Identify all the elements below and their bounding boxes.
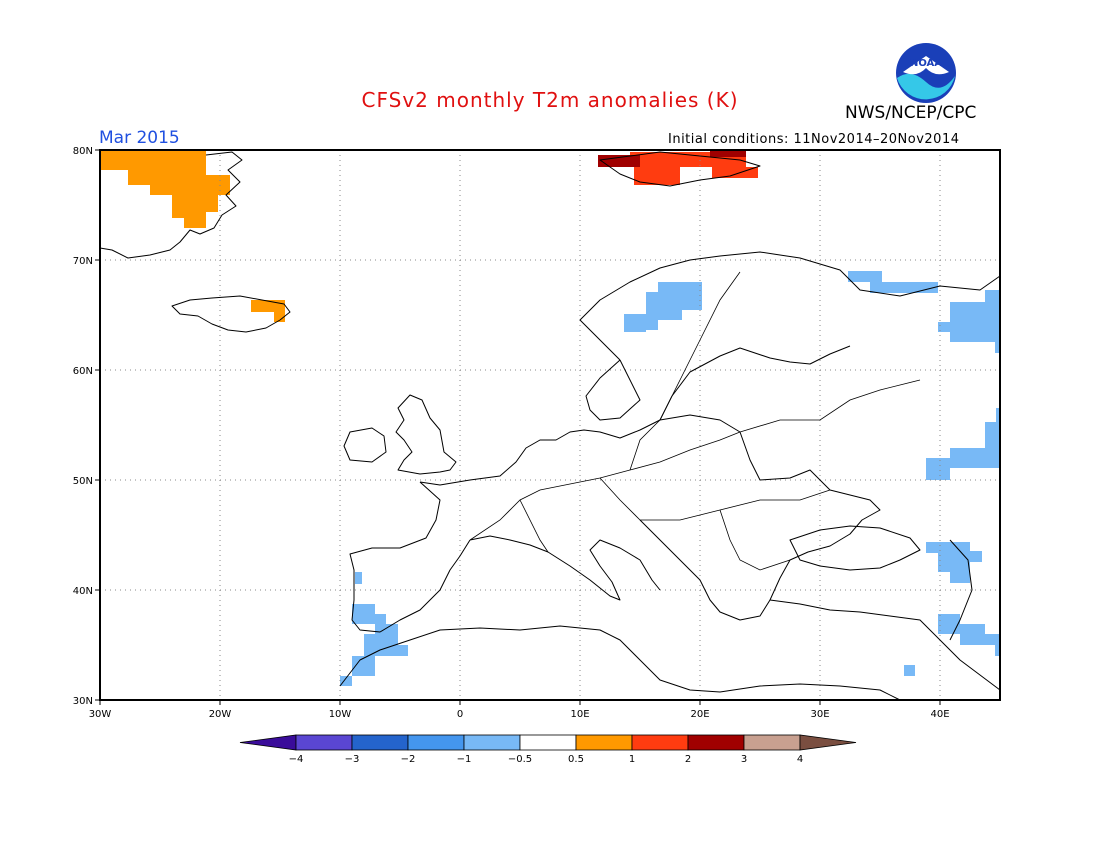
lon-tick-label: 20E <box>690 709 709 720</box>
lon-tick-label: 30W <box>89 709 112 720</box>
anomaly-iberia-sw-cool <box>340 604 408 686</box>
anomaly-svalbard-darkred-2 <box>710 150 746 157</box>
lon-tick-label: 40E <box>930 709 949 720</box>
organization-label: NWS/NCEP/CPC <box>845 103 977 123</box>
colorbar-label: −1 <box>457 754 472 765</box>
anomaly-kola-cool <box>848 271 938 293</box>
lon-tick-label: 20W <box>209 709 232 720</box>
country-borders <box>469 271 921 571</box>
colorbar-swatch <box>351 734 409 751</box>
anomaly-middleeast-cool <box>938 614 1000 656</box>
lat-tick-label: 80N <box>73 146 93 157</box>
lon-tick-label: 10W <box>329 709 352 720</box>
initial-conditions: Initial conditions: 11Nov2014–20Nov2014 <box>668 132 960 147</box>
anomaly-caucasus-cool <box>926 542 982 583</box>
colorbar-swatch <box>295 734 353 751</box>
map-title: CFSv2 monthly T2m anomalies (K) <box>361 88 739 112</box>
anomaly-levant-cool <box>904 665 915 676</box>
anomaly-shading <box>100 150 1000 686</box>
graticule <box>100 150 1000 700</box>
anomaly-russia-mid-cool <box>926 408 1000 480</box>
forecast-month: Mar 2015 <box>99 128 180 148</box>
colorbar-labels: −4 −3 −2 −1 −0.5 0.5 1 2 3 4 <box>289 754 804 765</box>
colorbar-label: 3 <box>741 754 747 765</box>
anomaly-iceland-warm <box>251 300 285 322</box>
coast-iceland <box>171 295 291 333</box>
colorbar-swatch <box>407 734 465 751</box>
coast-greenland <box>99 151 243 259</box>
lat-tick-label: 60N <box>73 366 93 377</box>
coast-british-isles <box>395 394 457 475</box>
colorbar-label: −3 <box>345 754 360 765</box>
coast-iberia <box>349 481 471 633</box>
colorbar-swatch <box>575 734 633 751</box>
lat-tick-label: 70N <box>73 256 93 267</box>
colorbar-label: 0.5 <box>568 754 584 765</box>
colorbar-label: −2 <box>401 754 416 765</box>
colorbar-label: 1 <box>629 754 635 765</box>
lat-tick-label: 40N <box>73 586 93 597</box>
colorbar-swatch <box>463 734 521 751</box>
map-frame-background <box>100 150 1000 700</box>
coast-ireland <box>343 427 387 463</box>
coast-scandinavia <box>579 251 1001 361</box>
coast-balkans-greece <box>639 519 771 621</box>
colorbar-swatch <box>631 734 689 751</box>
anomaly-svalbard-darkred <box>598 155 640 167</box>
anomaly-scandinavia-cool <box>624 282 702 332</box>
colorbar-swatch <box>519 734 577 751</box>
colorbar-swatch <box>743 734 801 751</box>
colorbar-label: −0.5 <box>508 754 532 765</box>
colorbar-arrow-right <box>799 734 857 751</box>
colorbar-arrow-left <box>239 734 297 751</box>
colorbar <box>239 734 857 751</box>
coast-svalbard <box>599 151 761 187</box>
coast-europe-mainland <box>419 414 1001 691</box>
colorbar-label: 4 <box>797 754 803 765</box>
colorbar-swatch <box>687 734 745 751</box>
coast-north-africa <box>339 625 901 701</box>
coast-france-italy <box>469 535 661 601</box>
lon-tick-label: 30E <box>810 709 829 720</box>
anomaly-iberia-north-cool <box>355 572 362 584</box>
coast-black-sea <box>789 525 921 571</box>
lon-tick-label: 10E <box>570 709 589 720</box>
coast-sweden-finland <box>585 345 851 421</box>
coastlines <box>99 151 1001 701</box>
coast-caspian <box>949 539 973 641</box>
anomaly-russia-ne-cool <box>938 290 1000 353</box>
colorbar-label: −4 <box>289 754 304 765</box>
lat-tick-label: 30N <box>73 696 93 707</box>
noaa-logo-text: NOAA <box>910 58 942 69</box>
colorbar-label: 2 <box>685 754 691 765</box>
map-frame <box>99 149 1001 701</box>
lon-tick-label: 0 <box>457 709 463 720</box>
noaa-logo-icon: NOAA <box>896 43 956 103</box>
lat-tick-label: 50N <box>73 476 93 487</box>
anomaly-greenland-warm <box>100 150 230 228</box>
latitude-tick-labels: 80N 70N 60N 50N 40N 30N <box>73 146 100 707</box>
longitude-tick-labels: 30W 20W 10W 0 10E 20E 30E 40E <box>89 700 950 720</box>
